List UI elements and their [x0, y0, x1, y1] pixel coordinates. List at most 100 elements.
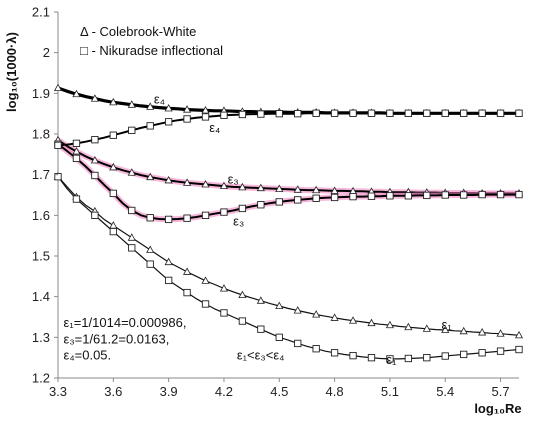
data-point-square: [54, 141, 62, 150]
data-point-square: [349, 351, 357, 360]
data-point-square: [515, 190, 523, 199]
data-point-square: [349, 109, 357, 117]
data-point-square: [109, 131, 117, 139]
data-point-triangle: [256, 296, 265, 304]
y-tick-label: 2.1: [32, 5, 50, 20]
data-point-triangle: [146, 172, 155, 181]
data-point-square: [478, 109, 486, 117]
y-axis-title: log₁₀(1000·λ): [4, 32, 19, 112]
data-point-triangle: [441, 325, 450, 334]
x-tick-label: 3.3: [49, 384, 67, 399]
marker-layer: [53, 83, 524, 363]
data-point-square: [404, 109, 413, 117]
data-point-square: [367, 354, 376, 362]
data-point-square: [91, 136, 99, 144]
data-point-square: [496, 109, 505, 117]
data-point-triangle: [496, 329, 505, 337]
data-point-square: [515, 345, 523, 354]
data-point-square: [275, 110, 283, 118]
annotation-0: ε₄: [154, 92, 165, 107]
data-point-square: [312, 109, 320, 117]
data-point-square: [460, 191, 468, 199]
y-tick-label: 1.9: [32, 86, 50, 101]
data-point-square: [294, 196, 302, 204]
x-tick-labels: 3.3 3.6 3.9 4.2 4.5 4.8 5.1 5.4 5.7: [49, 378, 510, 399]
data-point-triangle: [312, 310, 321, 318]
x-tick-label: 3.9: [160, 384, 178, 399]
data-point-triangle: [238, 290, 247, 299]
x-tick-label: 5.1: [381, 384, 399, 399]
data-point-square: [183, 288, 191, 297]
data-point-triangle: [219, 284, 229, 292]
data-point-triangle: [127, 168, 136, 176]
data-point-square: [72, 154, 81, 163]
data-point-square: [367, 109, 376, 117]
data-point-triangle: [312, 185, 321, 194]
data-point-triangle: [109, 97, 118, 106]
data-point-triangle: [348, 316, 358, 324]
data-point-square: [257, 325, 265, 333]
data-point-square: [312, 345, 320, 353]
data-point-square: [386, 109, 394, 117]
annotation-7: ε₁=1/1014=0.000986,: [64, 315, 187, 330]
data-point-square: [423, 191, 431, 200]
data-point-triangle: [330, 313, 339, 321]
data-point-square: [183, 115, 191, 123]
data-point-square: [257, 201, 265, 209]
legend-entry-nikuradse-inflectional: □ - Nikuradse inflectional: [80, 43, 223, 58]
y-tick-label: 2: [43, 45, 50, 60]
data-point-square: [238, 110, 247, 119]
x-tick-label: 5.4: [436, 384, 454, 399]
data-point-triangle: [514, 330, 524, 339]
data-point-square: [91, 171, 99, 180]
y-tick-label: 1.8: [32, 127, 50, 142]
data-point-square: [72, 139, 81, 148]
data-point-square: [128, 244, 136, 252]
data-point-square: [441, 352, 449, 360]
x-tick-label: 3.6: [104, 384, 122, 399]
data-point-triangle: [109, 162, 118, 171]
data-point-square: [72, 195, 81, 203]
data-point-square: [146, 260, 154, 268]
data-point-square: [330, 349, 339, 357]
y-tick-label: 1.4: [32, 289, 50, 304]
annotation-1: ε₄: [209, 120, 220, 135]
annotation-4: ε₁: [442, 317, 453, 332]
data-point-square: [201, 300, 210, 308]
data-point-square: [496, 190, 505, 199]
annotation-8: ε₃=1/61.2=0.0163,: [64, 331, 170, 346]
data-point-triangle: [201, 105, 210, 114]
data-point-square: [441, 191, 449, 199]
data-point-square: [441, 109, 449, 117]
y-tick-label: 1.2: [32, 371, 50, 386]
data-point-triangle: [201, 179, 210, 188]
data-point-square: [404, 192, 413, 200]
data-point-triangle: [183, 105, 192, 113]
data-point-square: [91, 211, 99, 219]
data-point-triangle: [72, 147, 81, 155]
data-point-square: [238, 317, 247, 325]
data-point-square: [257, 110, 265, 118]
data-point-square: [478, 349, 486, 357]
data-point-square: [478, 190, 486, 199]
data-point-triangle: [183, 267, 192, 275]
legend: Δ - Colebrook-White □ - Nikuradse inflec…: [80, 24, 223, 58]
x-tick-label: 4.2: [215, 384, 233, 399]
data-point-square: [164, 118, 173, 126]
data-point-square: [220, 111, 228, 119]
data-point-square: [183, 214, 191, 222]
data-point-square: [330, 193, 339, 202]
data-point-square: [460, 109, 468, 117]
annotation-5: ε₁: [386, 352, 397, 367]
data-point-triangle: [146, 102, 155, 110]
data-point-triangle: [164, 103, 173, 112]
x-tick-label: 4.8: [326, 384, 344, 399]
data-point-square: [496, 347, 505, 355]
data-point-square: [275, 333, 283, 341]
x-tick-label: 5.7: [492, 384, 510, 399]
data-point-square: [109, 227, 117, 236]
data-point-square: [146, 122, 154, 130]
data-point-triangle: [164, 175, 173, 184]
data-point-square: [423, 109, 431, 117]
data-point-square: [330, 109, 339, 117]
